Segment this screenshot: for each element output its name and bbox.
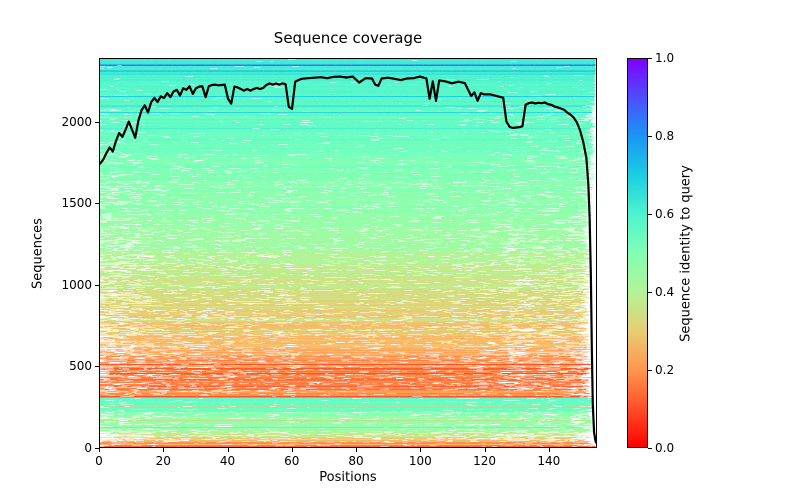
y-tick-label: 0 <box>84 441 92 455</box>
x-tick-mark <box>291 448 293 452</box>
x-tick-label: 40 <box>219 454 236 468</box>
y-tick-label: 1000 <box>61 277 92 292</box>
chart-title: Sequence coverage <box>273 29 423 47</box>
colorbar-tick-label: 0.0 <box>655 441 675 455</box>
x-tick-label: 140 <box>537 454 561 468</box>
x-tick-label: 120 <box>473 454 496 468</box>
x-tick-mark <box>163 448 165 452</box>
colorbar-gradient <box>628 59 647 447</box>
y-tick-mark <box>95 284 99 286</box>
plot-area <box>99 58 597 448</box>
x-tick-label: 20 <box>155 454 171 468</box>
colorbar-tick-label: 0.8 <box>655 129 675 143</box>
colorbar-tick-mark <box>648 370 652 371</box>
x-tick-mark <box>484 448 486 452</box>
x-tick-label: 0 <box>95 454 103 468</box>
y-tick-mark <box>95 121 99 123</box>
colorbar-label: Sequence identity to query <box>678 165 694 342</box>
x-tick-label: 80 <box>348 454 364 468</box>
x-tick-mark <box>227 448 229 452</box>
colorbar-tick-label: 0.4 <box>655 285 675 299</box>
colorbar-tick-mark <box>648 58 652 59</box>
x-tick-mark <box>420 448 422 452</box>
colorbar-tick-label: 1.0 <box>655 51 675 65</box>
x-axis-label: Positions <box>319 470 377 485</box>
y-tick-label: 1500 <box>61 196 92 211</box>
x-tick-label: 100 <box>408 454 432 468</box>
x-tick-label: 60 <box>284 454 300 468</box>
y-tick-mark <box>95 203 99 205</box>
y-tick-mark <box>95 448 99 449</box>
colorbar-tick-mark <box>648 136 652 137</box>
colorbar-tick-mark <box>648 214 652 215</box>
colorbar-tick-label: 0.2 <box>655 363 675 377</box>
y-tick-label: 2000 <box>61 114 92 129</box>
x-tick-mark <box>99 448 100 452</box>
colorbar <box>627 58 648 448</box>
x-tick-mark <box>356 448 358 452</box>
x-tick-mark <box>548 448 550 452</box>
msa-heatmap-canvas <box>100 59 596 447</box>
y-axis-label: Sequences <box>30 218 46 289</box>
y-tick-label: 500 <box>69 359 92 374</box>
colorbar-tick-label: 0.6 <box>655 207 675 221</box>
colorbar-tick-mark <box>648 292 652 293</box>
y-tick-mark <box>95 366 99 368</box>
colorbar-tick-mark <box>648 448 652 449</box>
